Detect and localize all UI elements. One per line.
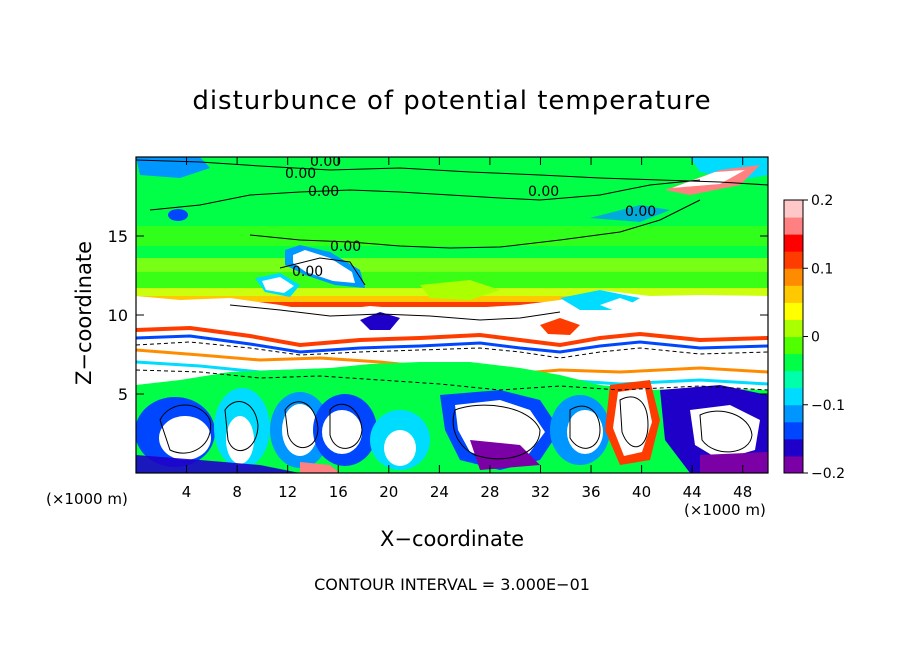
top-patch — [136, 157, 210, 178]
x-tick-label: 28 — [480, 483, 499, 501]
colorbar-swatch — [784, 370, 803, 389]
colorbar-swatch — [784, 353, 803, 372]
colorbar-tick-label: 0 — [811, 330, 820, 346]
contour-label-group: 0.00 0.00 0.00 0.00 0.00 0.00 0.00 — [285, 154, 656, 280]
lower-blob — [470, 440, 540, 470]
y-tick-label: 5 — [118, 385, 128, 404]
x-tick-label: 20 — [379, 483, 398, 501]
contour-lines — [136, 159, 768, 460]
lower-blob — [384, 430, 416, 466]
x-unit-right: (×1000 m) — [684, 501, 766, 519]
contour-label: 0.00 — [308, 184, 339, 200]
blob — [420, 280, 500, 300]
x-ticks: 4 8 12 16 20 24 28 32 36 40 44 48 — [182, 157, 752, 501]
colorbar-tick-label: 0.2 — [811, 193, 833, 209]
lower-blob — [700, 452, 768, 473]
x-tick-label: 32 — [531, 483, 550, 501]
mid-blob — [600, 298, 640, 315]
top-band — [136, 157, 768, 187]
lower-blob — [300, 462, 340, 473]
contour-label: 0.00 — [310, 154, 341, 170]
lower-blob — [136, 455, 300, 473]
colorbar-swatch — [784, 455, 803, 474]
colorbar-swatch — [784, 234, 803, 252]
mid-blob — [540, 318, 580, 335]
chart-title: disturbunce of potential temperature — [192, 86, 712, 116]
contour-interval: CONTOUR INTERVAL = 3.000E−01 — [314, 575, 590, 594]
x-tick-label: 36 — [581, 483, 600, 501]
top-patch — [672, 170, 745, 188]
blob — [293, 250, 355, 283]
y-tick-label: 10 — [108, 306, 128, 325]
band-red — [136, 302, 768, 307]
x-axis-label: X−coordinate — [380, 527, 524, 551]
x-tick-label: 16 — [329, 483, 348, 501]
colorbar-ticks: 0.2 0.1 0 −0.1 −0.2 — [803, 193, 845, 482]
colorbar-swatch — [784, 319, 803, 337]
lower-blob — [282, 404, 318, 456]
colorbar-swatch — [784, 285, 803, 303]
colorbar-tick-label: −0.2 — [811, 466, 845, 482]
colorbar-swatch — [784, 404, 803, 423]
mid-blob — [360, 312, 400, 330]
band-yellowgreen — [136, 258, 768, 272]
x-tick-label: 44 — [683, 483, 702, 501]
lower-blob — [322, 410, 362, 454]
x-unit-left: (×1000 m) — [46, 490, 128, 508]
contour-label: 0.00 — [625, 204, 656, 220]
contour-label: 0.00 — [330, 239, 361, 255]
contour-label: 0.00 — [285, 166, 316, 182]
lower-blob — [613, 388, 652, 456]
colorbar-swatch — [784, 302, 803, 320]
y-tick-label: 15 — [108, 227, 128, 246]
x-tick-label: 8 — [232, 483, 242, 501]
heatmap-field: 0.00 0.00 0.00 0.00 0.00 0.00 0.00 — [136, 154, 768, 473]
mid-streak — [136, 325, 768, 348]
mid-streak — [136, 334, 768, 354]
colorbar-swatch — [784, 421, 803, 440]
x-tick-label: 48 — [733, 483, 752, 501]
colorbar — [783, 199, 804, 474]
colorbar-swatch — [784, 438, 803, 457]
x-tick-label: 12 — [278, 483, 297, 501]
contour-label: 0.00 — [528, 184, 559, 200]
colorbar-swatch — [784, 200, 803, 218]
top-patch — [590, 205, 670, 222]
x-tick-label: 24 — [430, 483, 449, 501]
x-tick-label: 4 — [182, 483, 192, 501]
colorbar-swatch — [784, 387, 803, 406]
colorbar-swatch — [784, 217, 803, 235]
colorbar-swatch — [784, 336, 803, 355]
y-ticks: 5 10 15 — [108, 227, 768, 404]
colorbar-swatch — [784, 251, 803, 269]
colorbar-tick-label: 0.1 — [811, 261, 833, 277]
band-light-1 — [136, 226, 768, 246]
x-tick-label: 40 — [632, 483, 651, 501]
lower-blob — [567, 410, 603, 454]
contour-label: 0.00 — [292, 264, 323, 280]
lower-blob — [226, 416, 254, 464]
colorbar-tick-label: −0.1 — [811, 398, 845, 414]
blob — [168, 209, 188, 221]
colorbar-swatch — [784, 268, 803, 286]
blob — [262, 277, 294, 293]
